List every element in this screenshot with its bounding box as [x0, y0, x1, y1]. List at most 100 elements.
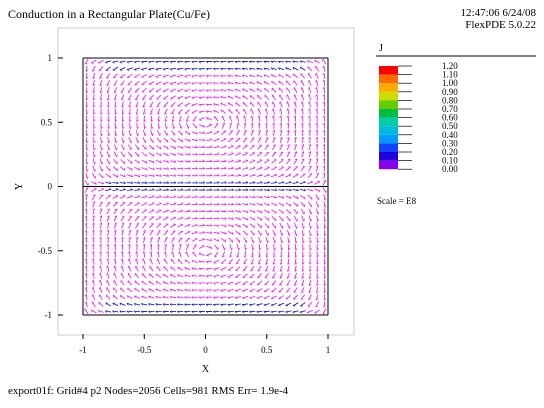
vector-arrow-head — [209, 216, 213, 219]
vector-arrow-head — [181, 167, 184, 170]
vector-arrow — [271, 94, 276, 101]
vector-arrow-head — [220, 103, 223, 106]
vector-arrow — [119, 182, 126, 184]
vector-arrow-head — [322, 312, 326, 315]
vector-arrow — [84, 58, 89, 65]
vector-arrow-head — [295, 255, 298, 258]
legend-scale: Scale = E8 — [377, 196, 417, 206]
vector-arrow-head — [191, 104, 195, 107]
vector-arrow-head — [107, 98, 110, 101]
vector-arrow — [235, 266, 241, 271]
vector-arrow-head — [263, 304, 267, 307]
vector-arrow — [99, 208, 103, 215]
y-axis-ticks: 10.50-0.5-1 — [38, 53, 63, 320]
vector-arrow-head — [294, 151, 298, 154]
vector-arrow — [171, 130, 176, 136]
vector-arrow-head — [272, 122, 275, 125]
vector-arrow-head — [308, 144, 311, 147]
vector-arrow — [164, 237, 168, 243]
vector-arrow-head — [106, 243, 109, 247]
vector-arrow — [271, 144, 276, 150]
vector-arrow — [314, 309, 321, 314]
vector-arrow-head — [113, 272, 115, 276]
vector-arrow — [257, 101, 262, 108]
vector-arrow-head — [170, 266, 172, 270]
vector-arrow — [307, 66, 313, 72]
vector-arrow-head — [187, 223, 191, 226]
vector-arrow-head — [85, 194, 88, 197]
vector-arrow — [128, 265, 132, 272]
vector-arrow — [150, 122, 153, 129]
vector-arrow-head — [224, 202, 227, 205]
vector-arrow-head — [127, 265, 130, 269]
vector-arrow-head — [107, 208, 110, 211]
vector-arrow — [272, 137, 276, 144]
vector-arrow-head — [135, 98, 138, 101]
vector-arrow-head — [234, 75, 237, 78]
vector-arrow-head — [314, 59, 316, 63]
vector-arrow — [278, 60, 285, 63]
vector-arrow — [271, 87, 277, 93]
vector-arrow-head — [173, 188, 177, 191]
vector-arrow — [149, 137, 154, 143]
vector-arrow-head — [308, 129, 311, 133]
vector-arrow-head — [224, 159, 227, 162]
vector-arrow — [266, 244, 268, 251]
vector-arrow — [220, 224, 227, 228]
status-footer: export01f: Grid#4 p2 Nodes=2056 Cells=98… — [8, 385, 289, 397]
vector-arrow — [114, 258, 117, 265]
vector-arrow — [206, 232, 213, 234]
vector-arrow-head — [119, 69, 123, 71]
vector-arrow — [308, 215, 312, 222]
vector-arrow — [84, 180, 89, 186]
vector-arrow-head — [289, 196, 292, 199]
vector-arrow — [177, 266, 184, 271]
vector-arrow — [107, 265, 110, 272]
vector-arrow-head — [131, 174, 133, 177]
vector-arrow-head — [231, 210, 234, 213]
vector-arrow-head — [149, 258, 151, 262]
vector-arrow-head — [205, 261, 209, 264]
vector-arrow-head — [250, 115, 253, 119]
vector-arrow — [128, 94, 132, 101]
vector-arrow — [114, 108, 117, 115]
vector-arrow-head — [229, 122, 232, 125]
vector-arrow-head — [159, 202, 162, 204]
vector-arrow-head — [285, 305, 289, 307]
vector-arrow — [100, 229, 102, 236]
vector-arrow-head — [191, 303, 194, 306]
vector-arrow — [213, 224, 220, 227]
vector-arrow-head — [107, 201, 111, 203]
vector-arrow — [179, 244, 182, 251]
vector-arrow-head — [308, 87, 310, 90]
vector-arrow — [170, 210, 177, 213]
vector-arrow — [156, 137, 161, 143]
vector-arrow-head — [302, 240, 305, 244]
vector-arrow-head — [185, 251, 187, 255]
vector-arrow-head — [142, 98, 145, 100]
vector-arrow — [265, 230, 269, 236]
y-tick-label: 0.5 — [41, 117, 53, 127]
vector-arrow — [266, 122, 268, 129]
vector-arrow — [92, 294, 96, 301]
vector-arrow-head — [84, 272, 87, 275]
vector-arrow-head — [188, 216, 191, 219]
vector-arrow — [220, 96, 227, 99]
vector-arrow — [220, 289, 227, 291]
vector-arrow — [301, 208, 305, 215]
vector-arrow-head — [130, 140, 132, 144]
vector-arrow-head — [122, 126, 125, 129]
vector-arrow — [177, 289, 184, 292]
vector-arrow — [170, 102, 176, 107]
vector-arrow-head — [205, 82, 209, 85]
vector-arrow-head — [198, 104, 202, 107]
vector-arrow-head — [253, 225, 255, 228]
vector-arrow-head — [184, 75, 187, 78]
vector-arrow — [234, 88, 241, 92]
vector-arrow-head — [131, 167, 133, 171]
vector-arrow-head — [174, 160, 177, 163]
vector-arrow — [141, 196, 148, 199]
vector-arrow — [323, 65, 326, 72]
vector-arrow-head — [282, 203, 284, 207]
vector-arrow — [121, 94, 125, 101]
